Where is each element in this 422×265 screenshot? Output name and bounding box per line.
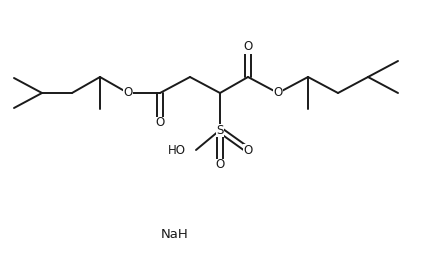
Text: HO: HO — [168, 144, 185, 157]
Text: NaH: NaH — [161, 228, 189, 241]
Text: O: O — [273, 86, 283, 99]
Text: S: S — [216, 123, 224, 136]
Text: O: O — [243, 144, 253, 157]
Text: O: O — [155, 117, 165, 130]
Text: O: O — [243, 41, 253, 54]
Text: O: O — [123, 86, 133, 99]
Text: O: O — [215, 158, 225, 171]
